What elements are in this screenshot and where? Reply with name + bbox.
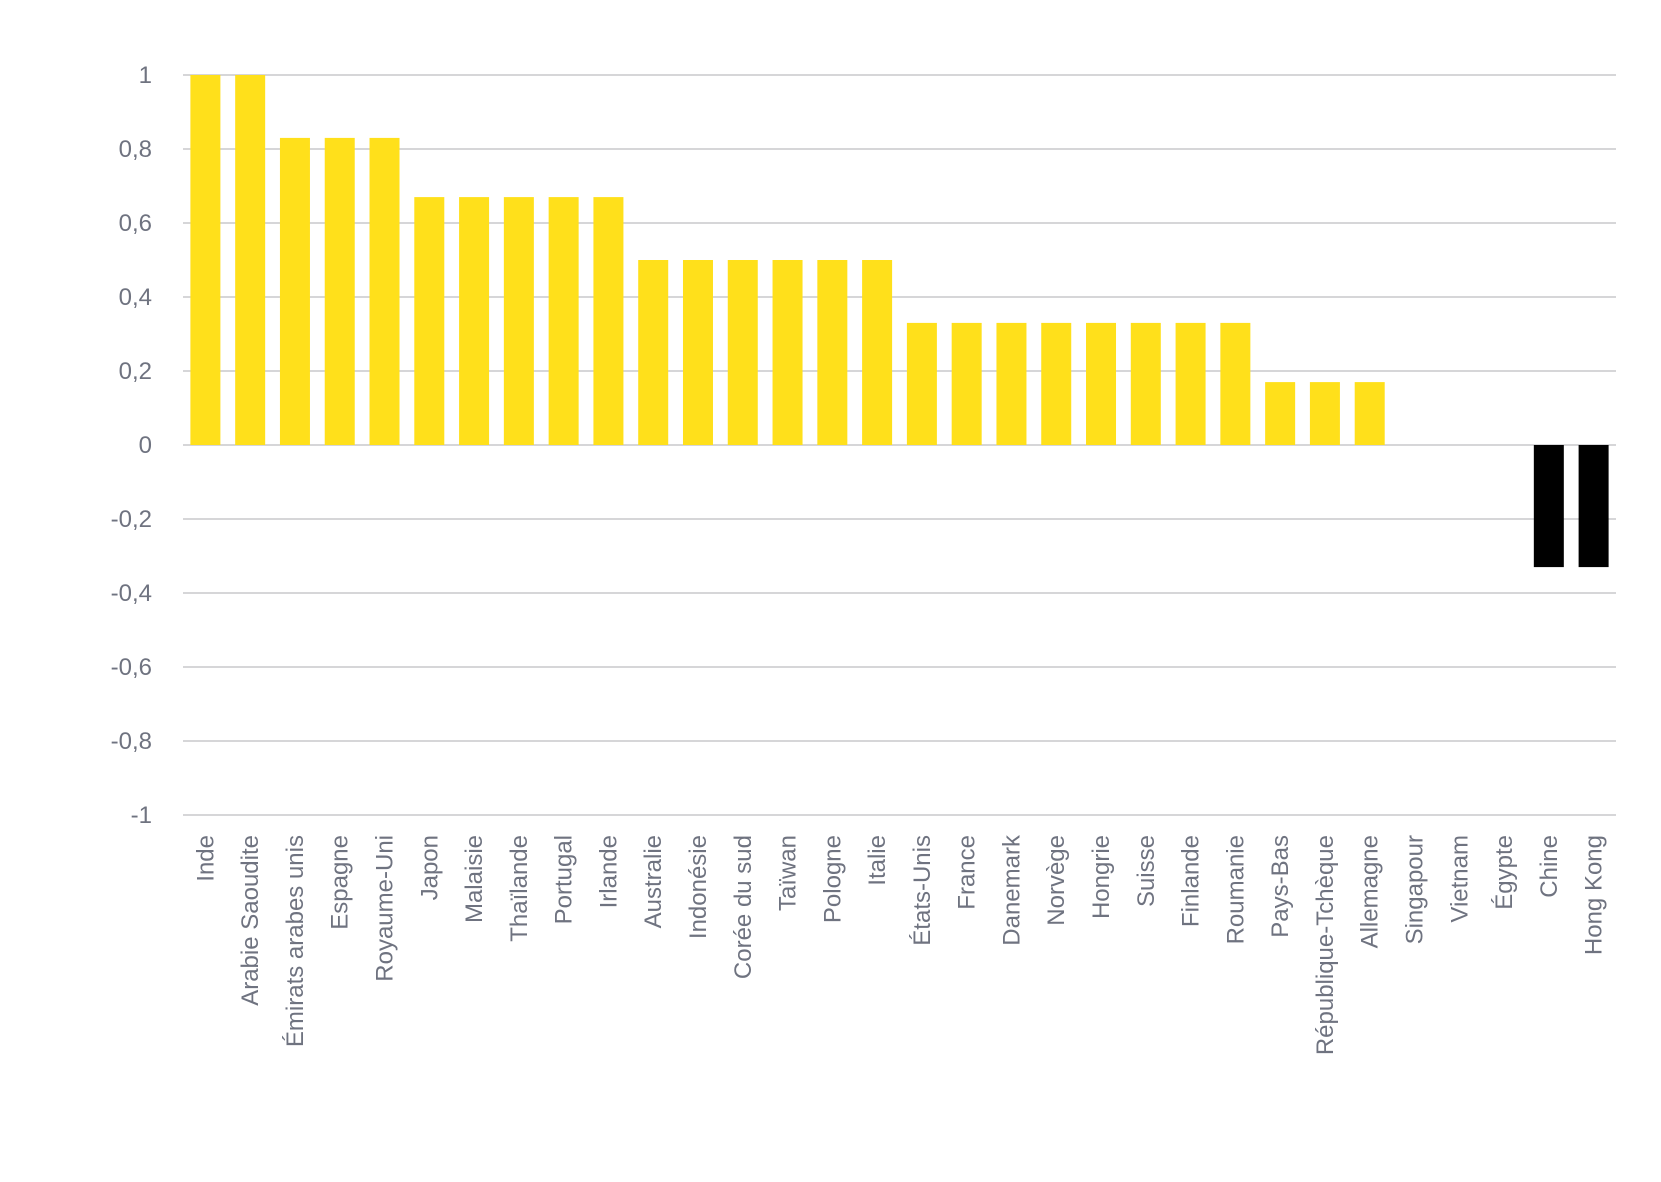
x-tick-label: Irlande — [595, 835, 622, 908]
x-tick-label: Corée du sud — [730, 835, 757, 979]
x-tick-label: Pologne — [819, 835, 846, 923]
bar — [1086, 323, 1116, 445]
bar — [1041, 323, 1071, 445]
x-tick-label: Roumanie — [1222, 835, 1249, 944]
y-tick-label: 0,6 — [119, 210, 152, 237]
x-tick-label: Hong Kong — [1581, 835, 1608, 955]
bar — [1176, 323, 1206, 445]
x-tick-label: France — [954, 835, 981, 910]
y-tick-label: 1 — [139, 62, 152, 89]
bar — [325, 138, 355, 445]
bar — [1534, 445, 1564, 567]
x-tick-label: Thaïlande — [506, 835, 533, 942]
x-tick-label: Portugal — [551, 835, 578, 924]
x-tick-label: Vietnam — [1446, 835, 1473, 923]
bar — [817, 260, 847, 445]
y-tick-label: -0,4 — [111, 580, 152, 607]
bar — [459, 197, 489, 445]
bar — [862, 260, 892, 445]
bar — [1131, 323, 1161, 445]
x-tick-label: Inde — [192, 835, 219, 882]
bar — [952, 323, 982, 445]
x-tick-label: États-Unis — [909, 835, 936, 946]
x-tick-label: Indonésie — [685, 835, 712, 939]
y-tick-label: -0,8 — [111, 728, 152, 755]
bar — [1355, 382, 1385, 445]
bar — [1265, 382, 1295, 445]
y-tick-label: -0,6 — [111, 654, 152, 681]
x-tick-label: Chine — [1536, 835, 1563, 898]
x-tick-label: Italie — [864, 835, 891, 886]
bar — [549, 197, 579, 445]
bar — [638, 260, 668, 445]
bar — [728, 260, 758, 445]
bar — [280, 138, 310, 445]
bar — [235, 75, 265, 445]
bar — [1310, 382, 1340, 445]
x-tick-label: Espagne — [327, 835, 354, 930]
x-tick-label: Hongrie — [1088, 835, 1115, 919]
x-tick-label: Australie — [640, 835, 667, 928]
bar — [907, 323, 937, 445]
y-tick-label: 0 — [139, 432, 152, 459]
bar — [593, 197, 623, 445]
x-tick-label: Allemagne — [1357, 835, 1384, 948]
x-tick-label: Danemark — [998, 834, 1025, 946]
y-tick-label: -0,2 — [111, 506, 152, 533]
x-tick-label: Taïwan — [775, 835, 802, 911]
x-tick-label: Suisse — [1133, 835, 1160, 907]
bar — [1579, 445, 1609, 567]
bar — [683, 260, 713, 445]
x-tick-label: République-Tchèque — [1312, 835, 1339, 1055]
x-tick-label: Pays-Bas — [1267, 835, 1294, 938]
bar — [414, 197, 444, 445]
bar — [773, 260, 803, 445]
bar — [1220, 323, 1250, 445]
bar — [504, 197, 534, 445]
y-tick-label: 0,2 — [119, 358, 152, 385]
bar — [996, 323, 1026, 445]
y-tick-label: 0,4 — [119, 284, 152, 311]
bar — [370, 138, 400, 445]
x-tick-label: Malaisie — [461, 835, 488, 923]
x-tick-label: Singapour — [1401, 835, 1428, 944]
x-tick-label: Japon — [416, 835, 443, 900]
y-axis-ticks: 1 0,8 0,6 0,4 0,2 0 -0,2 -0,4 -0,6 -0,8 -1 — [111, 62, 152, 829]
x-tick-label: Royaume-Uni — [372, 835, 399, 982]
y-tick-label: 0,8 — [119, 136, 152, 163]
x-tick-label: Norvège — [1043, 835, 1070, 926]
x-tick-label: Émirats arabes unis — [282, 835, 309, 1047]
x-tick-label: Arabie Saoudite — [237, 835, 264, 1006]
x-tick-label: Égypte — [1491, 835, 1518, 910]
bar — [190, 75, 220, 445]
y-tick-label: -1 — [131, 802, 152, 829]
x-axis-ticks: Inde Arabie Saoudite Émirats arabes unis Es… — [192, 834, 1607, 1055]
x-tick-label: Finlande — [1178, 835, 1205, 927]
